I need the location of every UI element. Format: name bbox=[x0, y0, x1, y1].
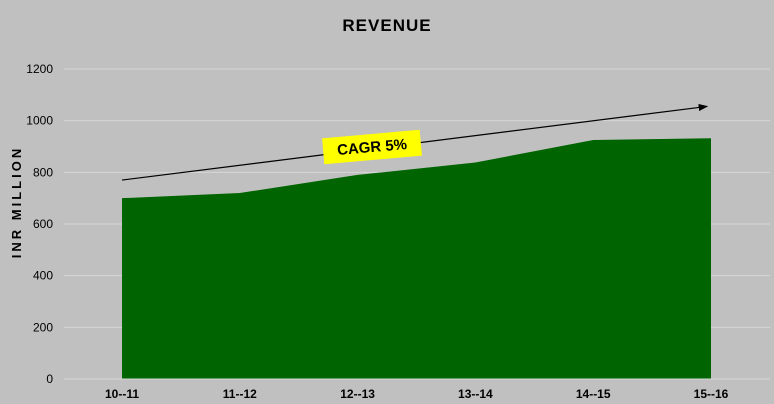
x-tick-label: 13--14 bbox=[458, 387, 493, 401]
x-tick-label: 15--16 bbox=[694, 387, 729, 401]
y-axis-title: INR MILLION bbox=[9, 146, 24, 258]
data-point bbox=[238, 191, 242, 195]
y-tick-label: 400 bbox=[33, 269, 53, 283]
data-point bbox=[591, 138, 595, 142]
y-tick-label: 800 bbox=[33, 165, 53, 179]
data-point bbox=[473, 161, 477, 165]
y-tick-label: 1000 bbox=[26, 114, 53, 128]
data-point bbox=[356, 173, 360, 177]
y-tick-label: 200 bbox=[33, 320, 53, 334]
y-tick-label: 0 bbox=[46, 372, 53, 386]
revenue-area bbox=[122, 138, 711, 379]
x-tick-label: 11--12 bbox=[223, 387, 257, 401]
cagr-callout-box bbox=[322, 129, 422, 165]
cagr-callout: CAGR 5% bbox=[322, 129, 422, 165]
data-point bbox=[709, 136, 713, 140]
chart-title: REVENUE bbox=[342, 16, 432, 35]
data-point bbox=[120, 196, 124, 200]
x-tick-label: 10--11 bbox=[105, 387, 139, 401]
cagr-label: CAGR 5% bbox=[336, 136, 407, 159]
x-tick-label: 12--13 bbox=[340, 387, 375, 401]
y-tick-label: 600 bbox=[33, 217, 53, 231]
x-tick-label: 14--15 bbox=[576, 387, 611, 401]
y-tick-label: 1200 bbox=[26, 62, 53, 76]
